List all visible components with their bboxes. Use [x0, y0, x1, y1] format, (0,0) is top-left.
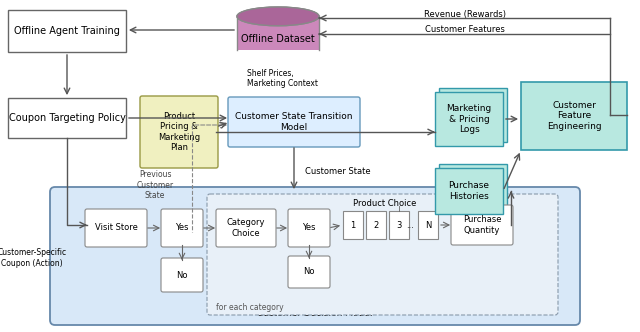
Text: Customer-Specific
Coupon (Action): Customer-Specific Coupon (Action)	[0, 248, 67, 268]
Text: Product Choice: Product Choice	[353, 199, 417, 208]
FancyBboxPatch shape	[418, 211, 438, 239]
Text: N: N	[425, 220, 431, 229]
FancyBboxPatch shape	[140, 96, 218, 168]
Text: Customer State Transition
Model: Customer State Transition Model	[236, 112, 353, 132]
Text: Product
Pricing &
Marketing
Plan: Product Pricing & Marketing Plan	[158, 112, 200, 152]
FancyBboxPatch shape	[85, 209, 147, 247]
FancyBboxPatch shape	[216, 209, 276, 247]
FancyBboxPatch shape	[343, 211, 363, 239]
FancyBboxPatch shape	[207, 194, 558, 315]
Text: Customer Decision Model: Customer Decision Model	[257, 309, 372, 318]
FancyBboxPatch shape	[435, 168, 503, 214]
FancyBboxPatch shape	[161, 258, 203, 292]
Text: Marketing
& Pricing
Logs: Marketing & Pricing Logs	[446, 104, 492, 134]
Text: No: No	[176, 271, 188, 280]
Text: Shelf Prices,
Marketing Context: Shelf Prices, Marketing Context	[247, 69, 318, 88]
Text: Customer State: Customer State	[305, 168, 371, 177]
Text: Customer
Feature
Engineering: Customer Feature Engineering	[547, 101, 602, 131]
Text: Customer Features: Customer Features	[425, 26, 505, 35]
Text: for each category: for each category	[216, 302, 284, 311]
Text: 2: 2	[373, 220, 379, 229]
FancyBboxPatch shape	[288, 209, 330, 247]
Text: Revenue (Rewards): Revenue (Rewards)	[424, 10, 506, 19]
FancyBboxPatch shape	[451, 205, 513, 245]
FancyBboxPatch shape	[439, 164, 507, 210]
Text: Purchase
Quantity: Purchase Quantity	[463, 215, 501, 235]
FancyBboxPatch shape	[439, 88, 507, 142]
Text: 1: 1	[350, 220, 356, 229]
Text: Purchase
Histories: Purchase Histories	[449, 181, 490, 201]
Text: Category
Choice: Category Choice	[227, 218, 265, 238]
Text: Offline Dataset: Offline Dataset	[241, 34, 315, 44]
Ellipse shape	[237, 7, 319, 26]
Text: ...: ...	[406, 220, 414, 229]
Text: Previous
Customer
State: Previous Customer State	[136, 170, 173, 200]
Text: Yes: Yes	[175, 223, 189, 232]
FancyBboxPatch shape	[366, 211, 386, 239]
FancyBboxPatch shape	[8, 98, 126, 138]
Text: Coupon Targeting Policy: Coupon Targeting Policy	[8, 113, 125, 123]
Ellipse shape	[237, 7, 319, 26]
Text: Visit Store: Visit Store	[95, 223, 138, 232]
Text: No: No	[303, 268, 315, 277]
Text: 3: 3	[396, 220, 402, 229]
Text: Offline Agent Training: Offline Agent Training	[14, 26, 120, 36]
FancyBboxPatch shape	[521, 82, 627, 150]
FancyBboxPatch shape	[8, 10, 126, 52]
Text: Yes: Yes	[302, 223, 316, 232]
FancyBboxPatch shape	[435, 92, 503, 146]
FancyBboxPatch shape	[228, 97, 360, 147]
FancyBboxPatch shape	[161, 209, 203, 247]
FancyBboxPatch shape	[288, 256, 330, 288]
FancyBboxPatch shape	[50, 187, 580, 325]
FancyBboxPatch shape	[389, 211, 409, 239]
Polygon shape	[237, 16, 319, 50]
